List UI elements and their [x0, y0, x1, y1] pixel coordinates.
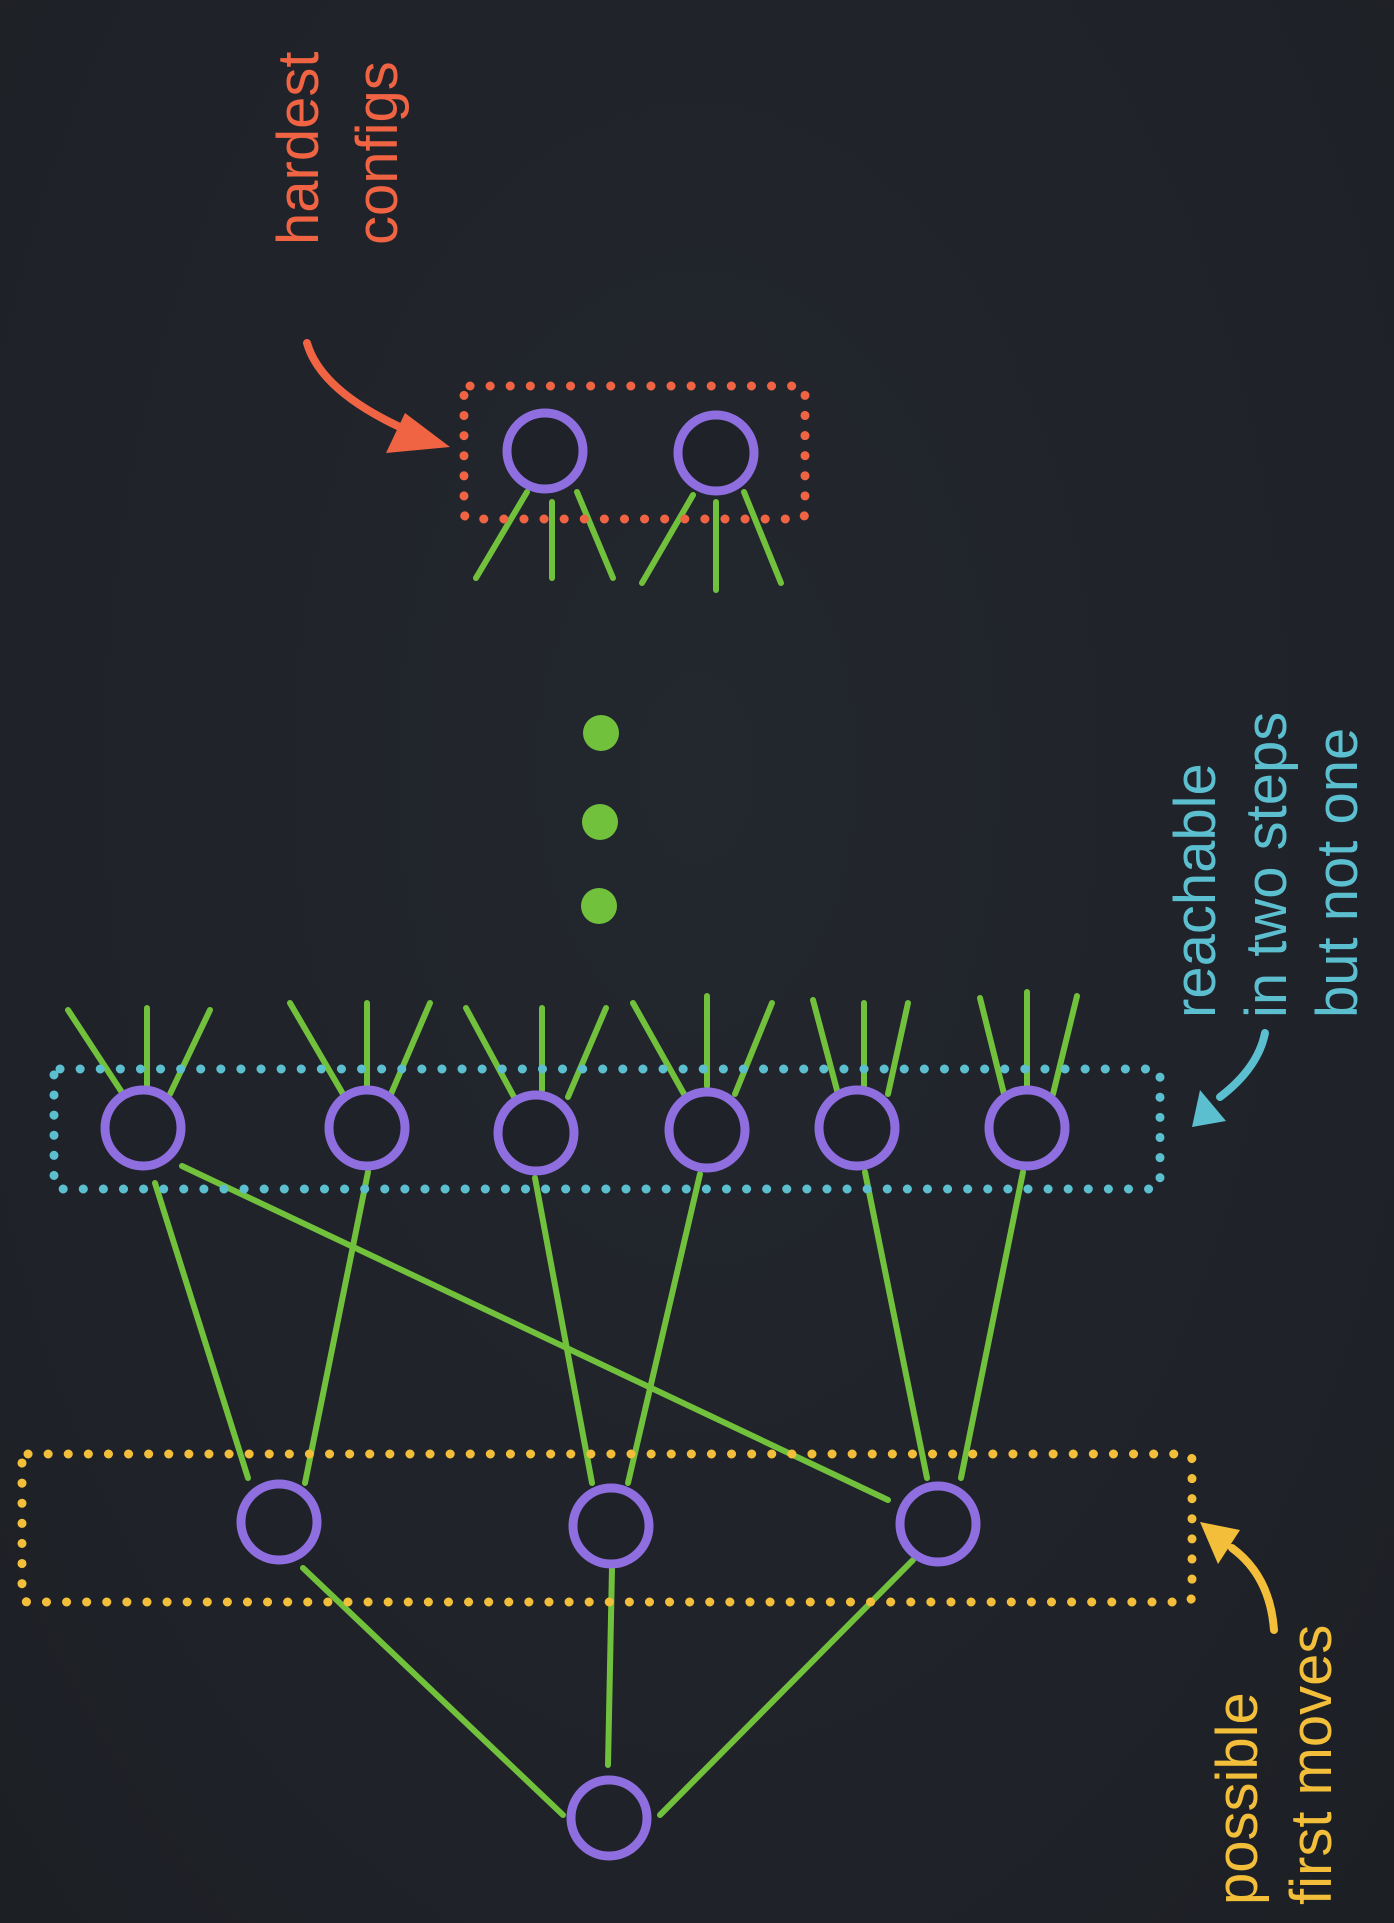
ellipsis-dot: [583, 715, 619, 751]
edge: [473, 489, 530, 581]
node-first-move: [895, 1481, 981, 1567]
label-hardest-line-2: configs: [345, 61, 410, 245]
edge: [65, 1007, 126, 1097]
edge: [657, 1557, 916, 1818]
arrow-curve: [303, 339, 422, 439]
node-two-step: [664, 1087, 750, 1173]
edge: [862, 1169, 930, 1481]
edges-first-to-second: [152, 1163, 1026, 1503]
edge: [630, 1000, 687, 1097]
label-first-moves: possible first moves: [1205, 1625, 1344, 1905]
node-two-step: [493, 1090, 579, 1176]
node-first-move: [568, 1483, 654, 1569]
node-first-move: [236, 1479, 322, 1565]
edge: [287, 1000, 346, 1097]
label-hardest-line-1: hardest: [266, 52, 331, 245]
node-hardest-config: [502, 408, 588, 494]
edge: [302, 1169, 371, 1486]
edge: [1050, 993, 1080, 1097]
edge: [179, 1163, 891, 1503]
edge: [532, 1175, 595, 1486]
edge: [958, 1169, 1026, 1481]
edge: [565, 1005, 609, 1100]
edges-hardest-fanout: [473, 489, 784, 593]
edge: [388, 1000, 433, 1097]
group-box-hardest-configs: [459, 381, 810, 524]
ellipsis-dot: [582, 804, 618, 840]
edges-second-fanout: [65, 989, 1080, 1100]
arrow-head-icon: [1192, 1090, 1226, 1127]
node-two-step: [814, 1085, 900, 1171]
node-root: [566, 1775, 652, 1861]
edge: [885, 1000, 911, 1097]
ellipsis-dots: [581, 715, 619, 924]
arrow-two-steps: [1192, 1029, 1269, 1127]
node-two-step: [984, 1085, 1070, 1171]
node-two-step: [324, 1085, 410, 1171]
edge: [167, 1007, 213, 1097]
group-box-first-moves: [17, 1449, 1197, 1607]
group-box-two-steps: [49, 1064, 1165, 1194]
edge: [639, 492, 696, 586]
edge: [300, 1565, 566, 1818]
label-two-steps-line-1: reachable: [1163, 763, 1228, 1018]
edge: [625, 1171, 703, 1486]
arrow-curve: [1216, 1029, 1269, 1101]
arrow-head-icon: [386, 413, 450, 453]
arrow-curve: [1228, 1544, 1278, 1634]
label-first-moves-line-2: first moves: [1279, 1625, 1344, 1905]
edge: [463, 1005, 517, 1100]
arrow-head-icon: [1200, 1522, 1240, 1564]
node-hardest-config: [673, 410, 759, 496]
label-two-steps-line-3: but not one: [1305, 728, 1370, 1018]
edge: [741, 489, 784, 586]
label-two-steps-line-2: in two steps: [1234, 712, 1299, 1018]
node-two-step: [100, 1085, 186, 1171]
edge: [732, 1000, 775, 1097]
edge: [574, 489, 616, 581]
nodes: [100, 408, 1070, 1861]
label-first-moves-line-1: possible: [1205, 1692, 1270, 1905]
arrow-first-moves: [1200, 1522, 1278, 1634]
ellipsis-dot: [581, 888, 617, 924]
edge: [810, 997, 841, 1097]
label-two-steps: reachable in two steps but not one: [1163, 712, 1370, 1018]
edge: [152, 1180, 251, 1481]
arrow-hardest: [303, 339, 450, 453]
label-hardest-configs: hardest configs: [266, 52, 410, 245]
edge: [977, 995, 1007, 1097]
